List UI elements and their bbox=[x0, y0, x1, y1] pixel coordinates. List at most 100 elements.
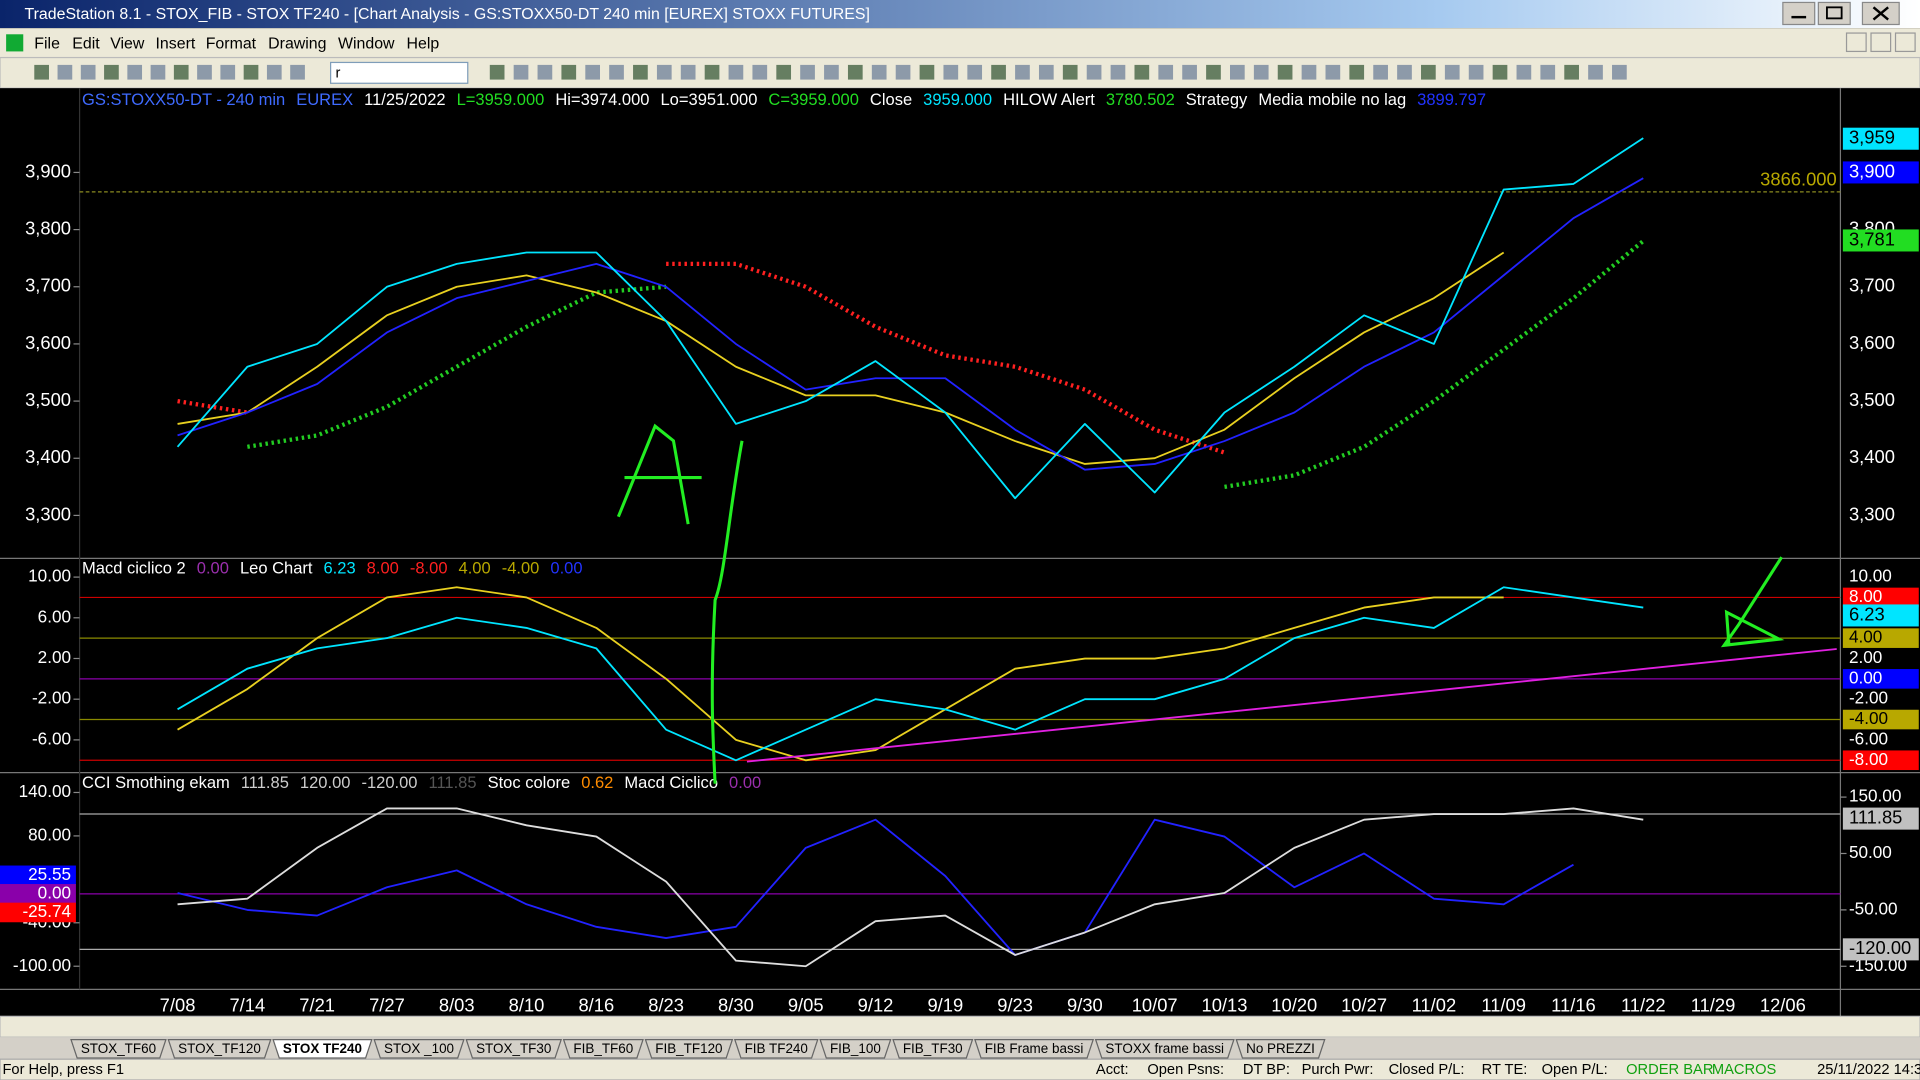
y-tick-label: 3,900 bbox=[25, 160, 71, 181]
toolbar-button[interactable] bbox=[197, 64, 212, 80]
toolbar-button[interactable] bbox=[991, 64, 1006, 80]
toolbar-button[interactable] bbox=[1397, 64, 1412, 80]
toolbar-button[interactable] bbox=[871, 64, 887, 80]
toolbar-button[interactable] bbox=[1516, 64, 1532, 80]
window-title: TradeStation 8.1 - STOX_FIB - STOX TF240… bbox=[24, 6, 869, 23]
toolbar-button[interactable] bbox=[609, 64, 624, 80]
toolbar-button[interactable] bbox=[561, 64, 577, 80]
sheet-tab[interactable]: FIB_TF120 bbox=[644, 1038, 734, 1059]
toolbar-button[interactable] bbox=[489, 64, 505, 80]
toolbar-button[interactable] bbox=[173, 64, 189, 80]
toolbar-button[interactable] bbox=[127, 64, 143, 80]
toolbar-button[interactable] bbox=[1373, 64, 1388, 80]
toolbar-button[interactable] bbox=[1158, 64, 1174, 80]
toolbar-button[interactable] bbox=[1540, 64, 1556, 80]
toolbar-button[interactable] bbox=[1110, 64, 1126, 80]
sheet-tab[interactable]: STOXX frame bassi bbox=[1094, 1038, 1235, 1059]
toolbar-button[interactable] bbox=[847, 64, 863, 80]
sheet-tab[interactable]: STOX _100 bbox=[373, 1038, 465, 1059]
mdi-controls[interactable] bbox=[1845, 32, 1916, 53]
toolbar-button[interactable] bbox=[776, 64, 792, 80]
sheet-tab[interactable]: FIB_TF30 bbox=[892, 1038, 974, 1059]
toolbar-button[interactable] bbox=[290, 64, 305, 80]
toolbar-button[interactable] bbox=[1182, 64, 1197, 80]
toolbar-button[interactable] bbox=[680, 64, 696, 80]
toolbar-button[interactable] bbox=[1038, 64, 1054, 80]
toolbar-button[interactable] bbox=[80, 64, 96, 80]
menu-item[interactable]: Drawing bbox=[268, 35, 326, 52]
window-controls[interactable] bbox=[1782, 1, 1900, 26]
toolbar-button[interactable] bbox=[1230, 64, 1245, 80]
toolbar-button[interactable] bbox=[895, 64, 911, 80]
toolbar-button[interactable] bbox=[243, 64, 259, 80]
toolbar-button[interactable] bbox=[1468, 64, 1484, 80]
toolbar-button[interactable] bbox=[1492, 64, 1508, 80]
toolbar-button[interactable] bbox=[752, 64, 768, 80]
sheet-tab[interactable]: STOX TF240 bbox=[272, 1038, 373, 1059]
sheet-tab[interactable]: FIB TF240 bbox=[733, 1038, 819, 1059]
value-box bbox=[1842, 127, 1919, 150]
toolbar-button[interactable] bbox=[1253, 64, 1269, 80]
sheet-tab[interactable]: STOX_TF60 bbox=[70, 1038, 167, 1059]
toolbar-button[interactable] bbox=[728, 64, 744, 80]
toolbar-button[interactable] bbox=[919, 64, 935, 80]
toolbar-button[interactable] bbox=[800, 64, 815, 80]
toolbar-button[interactable] bbox=[1444, 64, 1460, 80]
toolbar-button[interactable] bbox=[266, 64, 282, 80]
panel-header-text: Strategy bbox=[1186, 90, 1248, 109]
sheet-tab-shape bbox=[1094, 1038, 1235, 1059]
scrollbar[interactable] bbox=[0, 1015, 1920, 1038]
toolbar-button[interactable] bbox=[656, 64, 672, 80]
toolbar-button[interactable] bbox=[1062, 64, 1078, 80]
sheet-tab-label: No PREZZI bbox=[1246, 1041, 1315, 1056]
sheet-tab[interactable]: No PREZZI bbox=[1235, 1038, 1326, 1059]
menu-item[interactable]: File bbox=[34, 35, 60, 52]
status-item: MACROS bbox=[1712, 1062, 1777, 1078]
sheet-tab[interactable]: FIB Frame bassi bbox=[974, 1038, 1095, 1059]
toolbar-button[interactable] bbox=[943, 64, 959, 80]
toolbar-button[interactable] bbox=[967, 64, 983, 80]
menu-item[interactable]: Help bbox=[407, 35, 440, 52]
toolbar-button[interactable] bbox=[633, 64, 648, 80]
sheet-tab-label: STOX_TF60 bbox=[81, 1041, 156, 1056]
toolbar-button[interactable] bbox=[104, 64, 119, 80]
toolbar-button[interactable] bbox=[220, 64, 236, 80]
toolbar-button[interactable] bbox=[1134, 64, 1150, 80]
toolbar-button[interactable] bbox=[1325, 64, 1341, 80]
toolbar-button[interactable] bbox=[513, 64, 529, 80]
y-tick-label: 3,600 bbox=[1849, 332, 1895, 353]
menu-item[interactable]: Format bbox=[206, 35, 257, 52]
toolbar-button[interactable] bbox=[1421, 64, 1436, 80]
x-tick-label: 9/19 bbox=[927, 994, 963, 1015]
toolbar-button[interactable] bbox=[1349, 64, 1365, 80]
menu-item[interactable]: Insert bbox=[156, 35, 196, 52]
toolbar-button[interactable] bbox=[1015, 64, 1030, 80]
toolbar-button[interactable] bbox=[824, 64, 839, 80]
toolbar-button[interactable] bbox=[150, 64, 166, 80]
value-box-label: 3,781 bbox=[1849, 228, 1895, 249]
sheet-tab[interactable]: FIB_TF60 bbox=[562, 1038, 644, 1059]
menu-item[interactable]: Window bbox=[338, 35, 395, 52]
toolbar-button[interactable] bbox=[1588, 64, 1603, 80]
symbol-input[interactable] bbox=[330, 61, 469, 84]
toolbar-button[interactable] bbox=[57, 64, 73, 80]
toolbar-button[interactable] bbox=[1206, 64, 1221, 80]
toolbar-button[interactable] bbox=[1301, 64, 1317, 80]
sheet-tab[interactable]: STOX_TF30 bbox=[465, 1038, 563, 1059]
toolbar-button[interactable] bbox=[34, 64, 49, 80]
menu-item[interactable]: Edit bbox=[72, 35, 100, 52]
menu-item[interactable]: View bbox=[110, 35, 145, 52]
sheet-tab[interactable]: FIB_100 bbox=[819, 1038, 892, 1059]
sheet-tab[interactable]: STOX_TF120 bbox=[167, 1038, 272, 1059]
toolbar-button[interactable] bbox=[704, 64, 720, 80]
toolbar-button[interactable] bbox=[1086, 64, 1102, 80]
toolbar-button[interactable] bbox=[537, 64, 553, 80]
toolbar-button[interactable] bbox=[1277, 64, 1293, 80]
status-item: Closed P/L: bbox=[1389, 1062, 1465, 1078]
y-tick-label: 6.00 bbox=[38, 606, 71, 626]
y-tick-label: 10.00 bbox=[1849, 566, 1892, 586]
toolbar-button[interactable] bbox=[1564, 64, 1579, 80]
toolbar-button[interactable] bbox=[1612, 64, 1627, 80]
y-tick-label: 3,400 bbox=[25, 446, 71, 467]
toolbar-button[interactable] bbox=[585, 64, 600, 80]
